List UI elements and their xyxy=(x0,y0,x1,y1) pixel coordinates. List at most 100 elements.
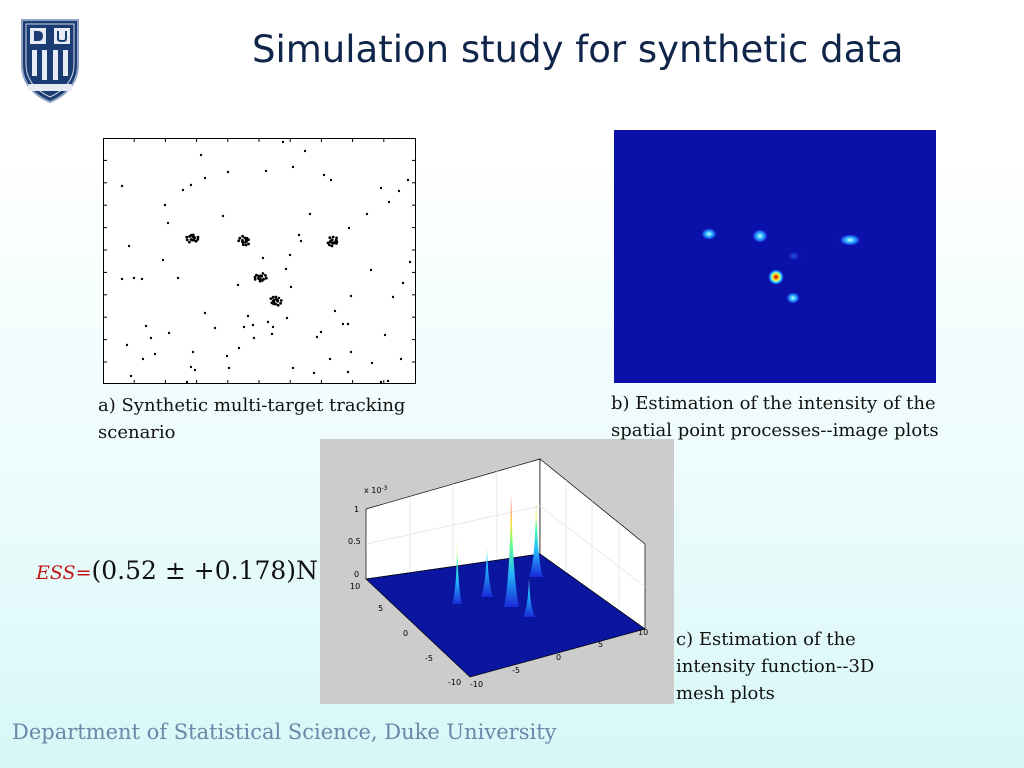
scatter-point xyxy=(144,324,148,328)
y-tick-label: -10 xyxy=(470,680,483,689)
caption-c-line3: mesh plots xyxy=(676,683,775,704)
x-tick-label: 0 xyxy=(403,629,408,638)
scatter-point xyxy=(221,214,225,218)
scatter-point xyxy=(189,365,193,369)
caption-c-line2: intensity function--3D xyxy=(676,656,875,677)
scatter-point xyxy=(291,366,295,370)
caption-a-line2: scenario xyxy=(98,422,176,443)
cluster-point xyxy=(257,274,261,278)
scatter-point xyxy=(349,294,353,298)
cluster-point xyxy=(253,278,257,281)
cluster-point xyxy=(279,299,283,302)
cluster-point xyxy=(194,239,198,243)
duke-shield-logo-icon xyxy=(21,19,79,104)
caption-b: b) Estimation of the intensity of the sp… xyxy=(611,390,971,444)
cluster-point xyxy=(275,297,278,301)
cluster-point xyxy=(243,236,247,240)
cluster-point xyxy=(237,239,241,243)
cluster-point xyxy=(274,295,278,299)
cluster-point xyxy=(330,244,334,248)
cluster-point xyxy=(192,238,196,242)
scatter-point xyxy=(285,316,289,320)
scatter-point xyxy=(203,311,207,315)
intensity-3d-mesh-plot: x 10-3 1 0.5 0 10 5 0 -5 -10 -10 -5 0 5 … xyxy=(320,439,674,704)
cluster-point xyxy=(333,241,336,244)
cluster-point xyxy=(244,243,248,247)
cluster-point xyxy=(326,241,330,245)
scatter-point xyxy=(176,276,180,280)
cluster-point xyxy=(185,238,189,242)
z-tick-label: 1 xyxy=(354,505,359,514)
cluster-point xyxy=(188,235,191,238)
scatter-point xyxy=(289,285,293,289)
scatter-point xyxy=(288,253,292,257)
cluster-point xyxy=(253,275,257,279)
scatter-point xyxy=(203,176,207,180)
cluster-point xyxy=(335,236,338,240)
cluster-point xyxy=(188,240,191,244)
cluster-point xyxy=(247,242,251,246)
scatter-point xyxy=(401,281,405,285)
scatter-point xyxy=(161,258,165,262)
cluster-point xyxy=(241,241,245,245)
scatter-point xyxy=(270,332,274,336)
scatter-point xyxy=(408,260,412,264)
scatter-point xyxy=(163,203,167,207)
cluster-point xyxy=(185,235,189,239)
cluster-point xyxy=(279,301,282,305)
scatter-point xyxy=(341,322,345,326)
scatter-point xyxy=(315,335,319,339)
scatter-point xyxy=(132,276,136,280)
cluster-point xyxy=(238,236,242,240)
scatter-point xyxy=(226,170,230,174)
scatter-point xyxy=(328,357,332,361)
scatter-point xyxy=(329,178,333,182)
slide-title: Simulation study for synthetic data xyxy=(252,28,904,71)
cluster-point xyxy=(259,277,262,281)
scatter-point xyxy=(312,371,316,375)
scatter-point xyxy=(379,186,383,190)
scatter-point xyxy=(140,277,144,281)
cluster-point xyxy=(328,243,331,247)
scatter-point xyxy=(266,320,270,324)
scatter-point xyxy=(227,366,231,370)
scatter-point xyxy=(322,173,326,177)
scatter-point xyxy=(349,350,353,354)
caption-c-line1: c) Estimation of the xyxy=(676,629,856,650)
cluster-point xyxy=(244,238,248,242)
scatter-point xyxy=(199,153,203,157)
y-tick-label: 5 xyxy=(598,640,603,649)
scatter-point xyxy=(167,331,171,335)
scatter-point xyxy=(193,368,197,372)
scatter-point xyxy=(386,379,390,383)
y-tick-label: 0 xyxy=(556,653,561,662)
cluster-point xyxy=(328,236,332,239)
scatter-point xyxy=(303,149,307,153)
x-tick-label: 5 xyxy=(378,604,383,613)
scatter-point xyxy=(346,370,350,374)
scatter-point xyxy=(189,183,193,187)
scatter-point xyxy=(346,322,350,326)
scatter-point xyxy=(242,325,246,329)
ess-formula: ESS=(0.52 ± +0.178)N xyxy=(36,556,318,585)
scatter-point xyxy=(370,361,374,365)
scatter-point xyxy=(383,333,387,337)
intensity-image-plot xyxy=(614,130,936,383)
cluster-point xyxy=(271,295,275,299)
scatter-point xyxy=(236,283,240,287)
z-tick-label: 0.5 xyxy=(348,537,361,546)
ess-label: ESS= xyxy=(36,562,92,584)
scatter-point xyxy=(319,330,323,334)
scatter-point xyxy=(149,336,153,340)
scatter-point xyxy=(399,357,403,361)
cluster-point xyxy=(262,277,265,281)
scatter-point xyxy=(333,309,337,313)
scatter-point xyxy=(181,188,185,192)
scatter-point xyxy=(271,325,275,329)
scatter-point xyxy=(129,374,133,378)
scatter-point xyxy=(153,352,157,356)
scatter-point xyxy=(191,350,195,354)
cluster-point xyxy=(261,272,265,275)
x-tick-label: -10 xyxy=(448,678,461,687)
scatter-point xyxy=(277,296,281,300)
